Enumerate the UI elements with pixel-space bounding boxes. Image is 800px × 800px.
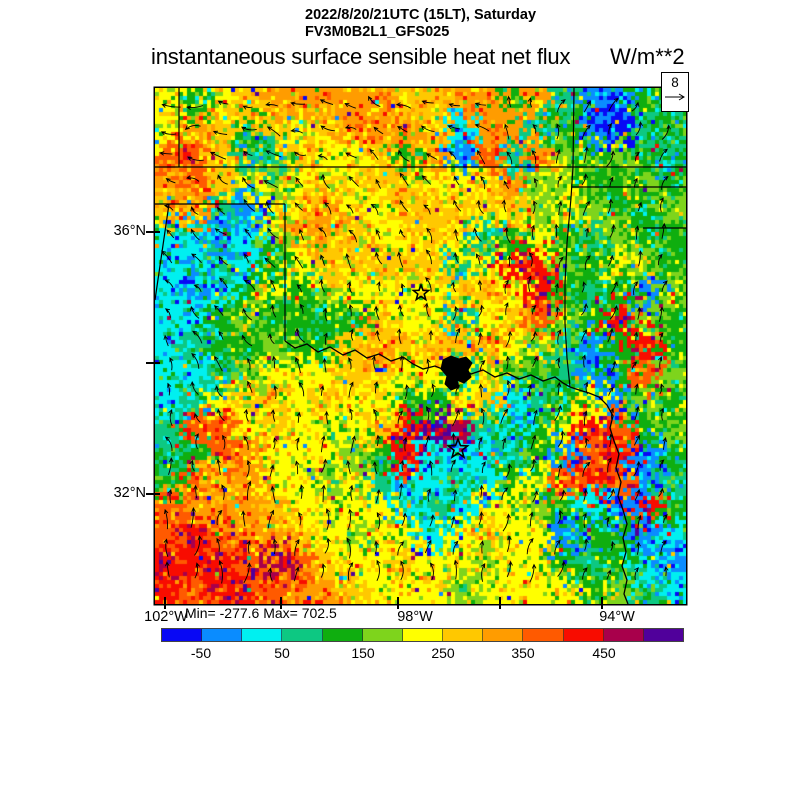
- longitude-tick: [397, 597, 399, 609]
- colorbar-segment: [322, 629, 363, 641]
- colorbar-segment: [643, 629, 684, 641]
- colorbar-segment: [162, 629, 203, 641]
- colorbar-segment: [362, 629, 403, 641]
- wind-reference-value: 8: [671, 75, 679, 90]
- colorbar-tick-label: 50: [274, 645, 290, 661]
- colorbar-segment: [563, 629, 604, 641]
- latitude-tick: [146, 493, 160, 495]
- colorbar-tick-label: 250: [431, 645, 455, 661]
- longitude-tick-label: 94°W: [599, 609, 635, 625]
- wind-reference-arrow: [665, 93, 685, 101]
- colorbar-tick-label: 150: [351, 645, 375, 661]
- minmax-stats: Min= -277.6 Max= 702.5: [185, 605, 337, 621]
- longitude-tick: [164, 597, 166, 609]
- latitude-tick-label: 32°N: [113, 485, 146, 501]
- colorbar-tick-label: -50: [190, 645, 212, 661]
- colorbar-segment: [483, 629, 524, 641]
- longitude-tick: [601, 597, 603, 609]
- state-border-line: [564, 87, 575, 388]
- units-label: W/m**2: [610, 44, 685, 69]
- lake-texoma-shape: [440, 355, 473, 391]
- site-star-marker: [411, 282, 431, 302]
- longitude-tick: [280, 597, 282, 609]
- colorbar-segment: [202, 629, 243, 641]
- latitude-tick-label: 36°N: [113, 223, 146, 239]
- colorbar-segment: [402, 629, 444, 641]
- longitude-tick: [499, 597, 501, 609]
- colorbar-segment: [523, 629, 564, 641]
- datetime-title: 2022/8/20/21UTC (15LT), Saturday: [305, 7, 537, 23]
- colorbar-segment: [282, 629, 323, 641]
- plot-title: instantaneous surface sensible heat net …: [151, 44, 571, 69]
- map-area: 8: [154, 72, 689, 605]
- red-river-line: [284, 340, 629, 605]
- colorbar: [161, 628, 684, 642]
- colorbar-segment: [443, 629, 484, 641]
- latitude-tick: [146, 362, 160, 364]
- wind-reference-box: 8: [661, 72, 689, 112]
- model-run-title: FV3M0B2L1_GFS025: [305, 24, 450, 40]
- longitude-tick-label: 102°W: [144, 609, 188, 625]
- latitude-tick: [146, 231, 160, 233]
- colorbar-segment: [603, 629, 644, 641]
- longitude-tick-label: 98°W: [397, 609, 433, 625]
- map-overlay: [154, 87, 686, 605]
- colorbar-tick-label: 450: [592, 645, 616, 661]
- colorbar-segment: [242, 629, 283, 641]
- site-star-marker: [446, 436, 470, 459]
- colorbar-tick-label: 350: [511, 645, 535, 661]
- wind-vector-field: [159, 95, 671, 584]
